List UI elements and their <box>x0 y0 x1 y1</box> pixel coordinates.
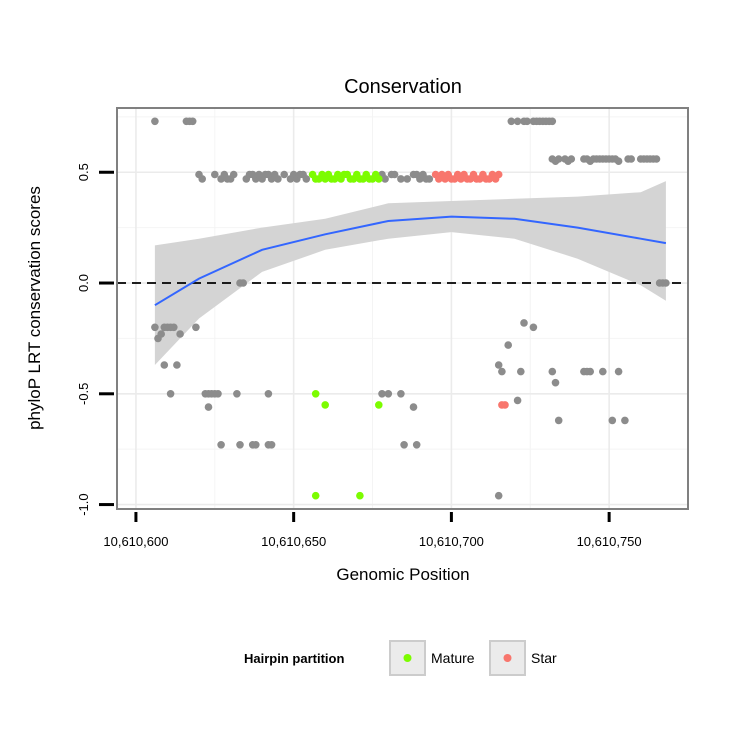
legend-title: Hairpin partition <box>244 651 344 666</box>
x-tick-label: 10,610,650 <box>261 534 326 549</box>
chart-title: Conservation <box>344 76 462 98</box>
other-point <box>551 378 560 387</box>
other-point <box>529 323 538 332</box>
other-point <box>494 361 503 369</box>
other-point <box>157 330 165 338</box>
other-point <box>608 416 617 425</box>
other-point <box>662 279 670 287</box>
other-point <box>520 319 528 327</box>
other-point <box>239 279 247 287</box>
other-point <box>204 403 213 411</box>
other-point <box>176 330 184 338</box>
other-point <box>166 390 175 398</box>
legend-item-star: Star <box>489 640 557 676</box>
other-point <box>381 175 389 183</box>
confidence-band-layer <box>154 181 666 365</box>
other-point <box>614 157 623 165</box>
x-tick-label: 10,610,750 <box>577 534 642 549</box>
other-point <box>513 117 522 126</box>
x-tick-label: 10,610,700 <box>419 534 484 549</box>
other-point <box>170 323 178 332</box>
other-point <box>397 390 405 398</box>
other-point <box>498 367 506 376</box>
star-point <box>494 170 503 179</box>
legend-label: Star <box>531 650 557 666</box>
plot-border <box>116 107 689 510</box>
other-point <box>494 491 503 500</box>
star-point <box>501 401 509 409</box>
other-point <box>548 367 557 376</box>
other-point <box>211 170 219 179</box>
other-point <box>151 117 159 126</box>
other-point <box>188 117 197 126</box>
legend: Hairpin partition Mature Star <box>244 640 557 676</box>
other-point <box>302 175 311 183</box>
other-point <box>214 390 222 398</box>
other-point <box>274 175 282 183</box>
other-point <box>586 367 594 376</box>
other-point <box>599 367 607 376</box>
mature-point <box>375 401 383 409</box>
other-point <box>217 441 225 449</box>
other-point <box>548 117 557 126</box>
other-point <box>280 170 289 179</box>
other-point <box>409 403 418 411</box>
other-point <box>397 175 405 183</box>
other-point <box>229 170 238 179</box>
other-point <box>233 390 241 398</box>
y-axis-label: phyloP LRT conservation scores <box>25 186 44 430</box>
other-point <box>517 367 525 376</box>
other-point <box>523 117 531 126</box>
x-tick-label: 10,610,600 <box>103 534 168 549</box>
other-point <box>267 441 276 449</box>
other-point <box>513 396 522 405</box>
legend-key-dot <box>503 654 512 662</box>
other-point <box>554 416 563 425</box>
axis-layer: 10,610,600 10,610,650 10,610,700 10,610,750… <box>76 107 689 549</box>
smooth-line <box>154 215 667 307</box>
other-point <box>554 155 563 163</box>
y-tick-label: -1.0 <box>76 493 91 515</box>
confidence-band <box>154 181 666 365</box>
other-point <box>160 361 169 369</box>
other-point <box>151 323 159 332</box>
mature-point <box>311 390 320 398</box>
other-point <box>400 441 408 449</box>
other-point <box>652 155 661 163</box>
y-tick-label: -0.5 <box>76 383 91 405</box>
other-point <box>425 175 434 183</box>
y-tick-label: 0.0 <box>76 274 91 292</box>
other-point <box>627 155 635 163</box>
smooth-line-layer <box>154 215 667 307</box>
y-tick-label: 0.5 <box>76 163 91 181</box>
mature-point <box>311 491 320 500</box>
other-point <box>403 175 412 183</box>
other-point <box>567 155 576 163</box>
other-point <box>252 441 260 449</box>
other-point <box>412 441 421 449</box>
other-point <box>236 441 244 449</box>
other-point <box>192 323 200 332</box>
other-point <box>621 416 629 425</box>
other-point <box>264 390 273 398</box>
other-point <box>614 367 623 376</box>
mature-point <box>375 175 383 183</box>
x-axis-label: Genomic Position <box>336 565 469 584</box>
other-point <box>378 390 386 398</box>
legend-key-dot <box>403 654 412 662</box>
mature-point <box>321 401 330 409</box>
legend-label: Mature <box>431 650 475 666</box>
other-point <box>198 175 206 183</box>
point-layer <box>151 117 670 500</box>
other-point <box>384 390 393 398</box>
mature-point <box>356 491 364 500</box>
other-point <box>390 170 399 179</box>
other-point <box>507 117 516 126</box>
other-point <box>504 341 512 349</box>
legend-item-mature: Mature <box>389 640 475 676</box>
other-point <box>173 361 181 369</box>
